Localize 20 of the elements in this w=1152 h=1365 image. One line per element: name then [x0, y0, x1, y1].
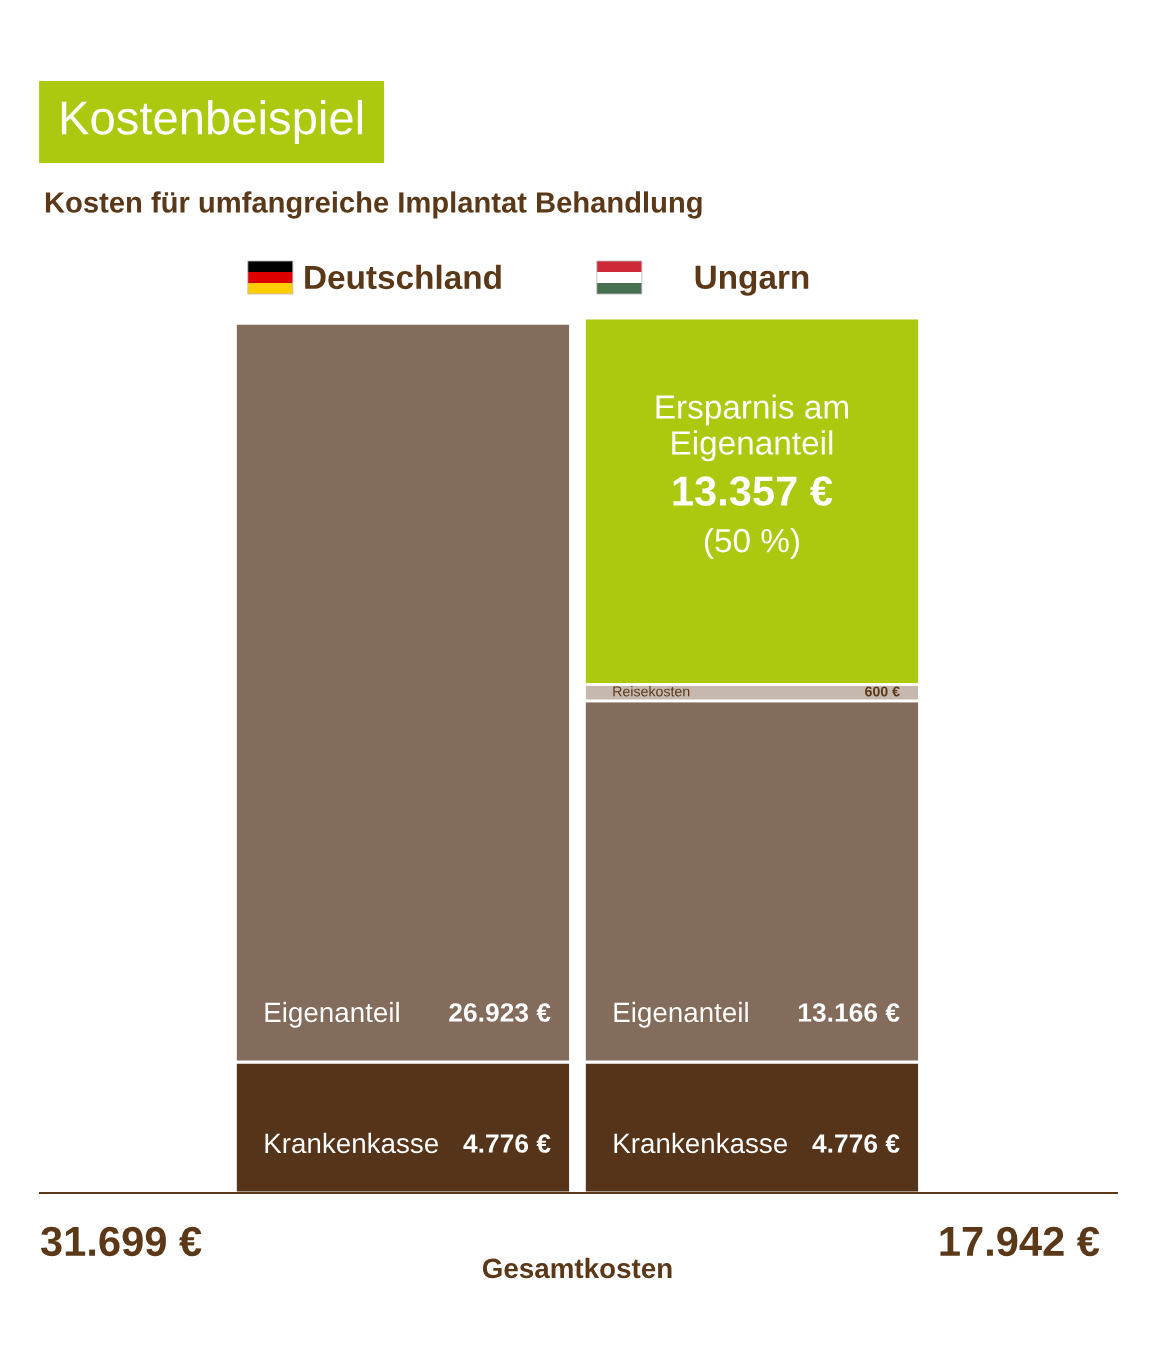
- series-label: Krankenkasse: [265, 1132, 439, 1154]
- text: 31.699 €: [40, 1226, 202, 1257]
- text: Gesamtkosten: [482, 1257, 672, 1279]
- text: 17.942 €: [940, 1226, 1100, 1257]
- chart-title: Kostenbeispiel: [61, 99, 362, 145]
- series-label: Eigenanteil: [265, 1001, 399, 1028]
- data-label: 600 €: [865, 686, 900, 697]
- x-tick-label: Deutschland: [305, 264, 501, 290]
- x-tick-label: Ungarn: [695, 265, 809, 296]
- data-label: 4.776 €: [812, 1134, 900, 1153]
- series-label: Ersparnis am Eigenanteil: [656, 394, 848, 462]
- series-label: Reisekosten: [613, 686, 690, 697]
- data-label: 26.923 €: [449, 1003, 551, 1022]
- data-label: 4.776 €: [463, 1134, 551, 1153]
- data-label: 13.166 €: [798, 1003, 900, 1022]
- chart-subtitle: Kosten für umfangreiche Implantat Behandlung: [45, 191, 702, 219]
- data-label: 13.357 €: [673, 476, 833, 506]
- text: Krankenkasse: [614, 1132, 787, 1154]
- annotation: (50 %): [704, 527, 799, 560]
- text: Eigenanteil: [614, 1001, 748, 1028]
